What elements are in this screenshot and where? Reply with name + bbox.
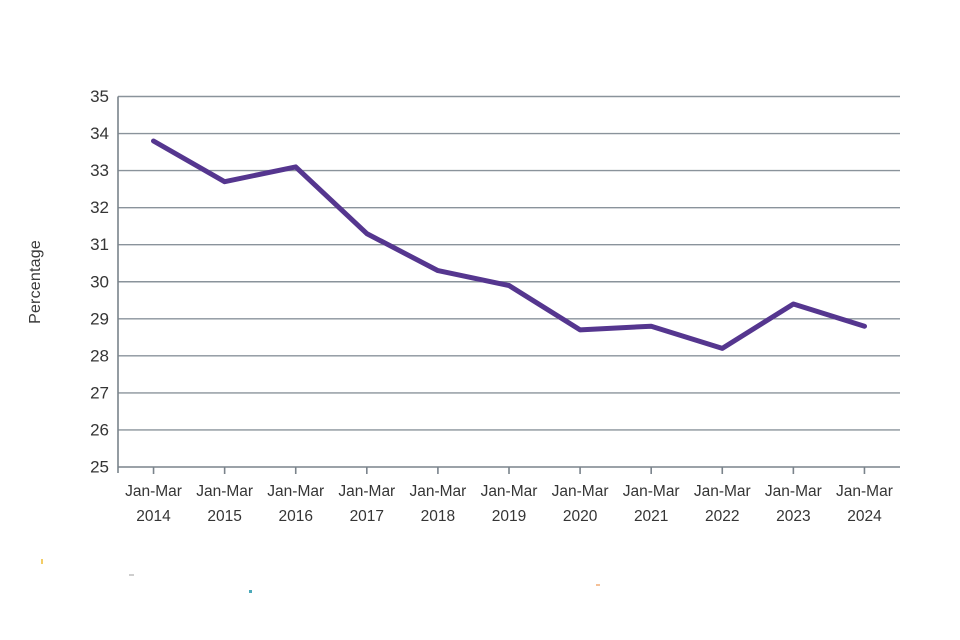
x-tick-label-period: Jan-Mar <box>338 483 395 500</box>
x-tick-label-period: Jan-Mar <box>836 483 893 500</box>
artifact-speck <box>41 559 43 564</box>
x-tick-label-year: 2016 <box>278 508 312 525</box>
x-tick-label-year: 2015 <box>207 508 241 525</box>
x-tick-label-year: 2019 <box>492 508 526 525</box>
y-axis-title: Percentage <box>27 240 44 324</box>
y-tick-label: 29 <box>90 309 109 328</box>
x-tick-label-period: Jan-Mar <box>196 483 253 500</box>
data-line-series <box>151 138 867 351</box>
x-tick-label-year: 2017 <box>350 508 384 525</box>
artifact-speck <box>249 590 252 593</box>
x-tick-label-period: Jan-Mar <box>267 483 324 500</box>
x-tick-label-period: Jan-Mar <box>623 483 680 500</box>
y-tick-label: 27 <box>90 383 109 402</box>
x-tick-label-year: 2021 <box>634 508 668 525</box>
x-tick-label-period: Jan-Mar <box>409 483 466 500</box>
y-tick-label: 30 <box>90 272 109 291</box>
x-tick-label-year: 2020 <box>563 508 598 525</box>
y-tick-label: 34 <box>90 124 109 143</box>
y-tick-label: 28 <box>90 346 109 365</box>
y-tick-label: 25 <box>90 458 109 477</box>
x-tick-label-period: Jan-Mar <box>481 483 538 500</box>
y-tick-label: 35 <box>90 87 109 106</box>
y-tick-label: 31 <box>90 235 109 254</box>
x-tick-label-period: Jan-Mar <box>694 483 751 500</box>
y-tick-label: 32 <box>90 198 109 217</box>
y-tick-label: 33 <box>90 161 109 180</box>
y-tick-label: 26 <box>90 420 109 439</box>
x-tick-label-year: 2014 <box>136 508 171 525</box>
x-tick-label-year: 2023 <box>776 508 810 525</box>
artifact-speck <box>129 574 134 576</box>
x-tick-label-period: Jan-Mar <box>765 483 822 500</box>
x-tick-label-period: Jan-Mar <box>552 483 609 500</box>
x-tick-label-year: 2018 <box>421 508 455 525</box>
x-tick-label-year: 2022 <box>705 508 739 525</box>
artifact-speck <box>596 584 600 586</box>
x-tick-label-period: Jan-Mar <box>125 483 182 500</box>
x-tick-label-year: 2024 <box>847 508 882 525</box>
